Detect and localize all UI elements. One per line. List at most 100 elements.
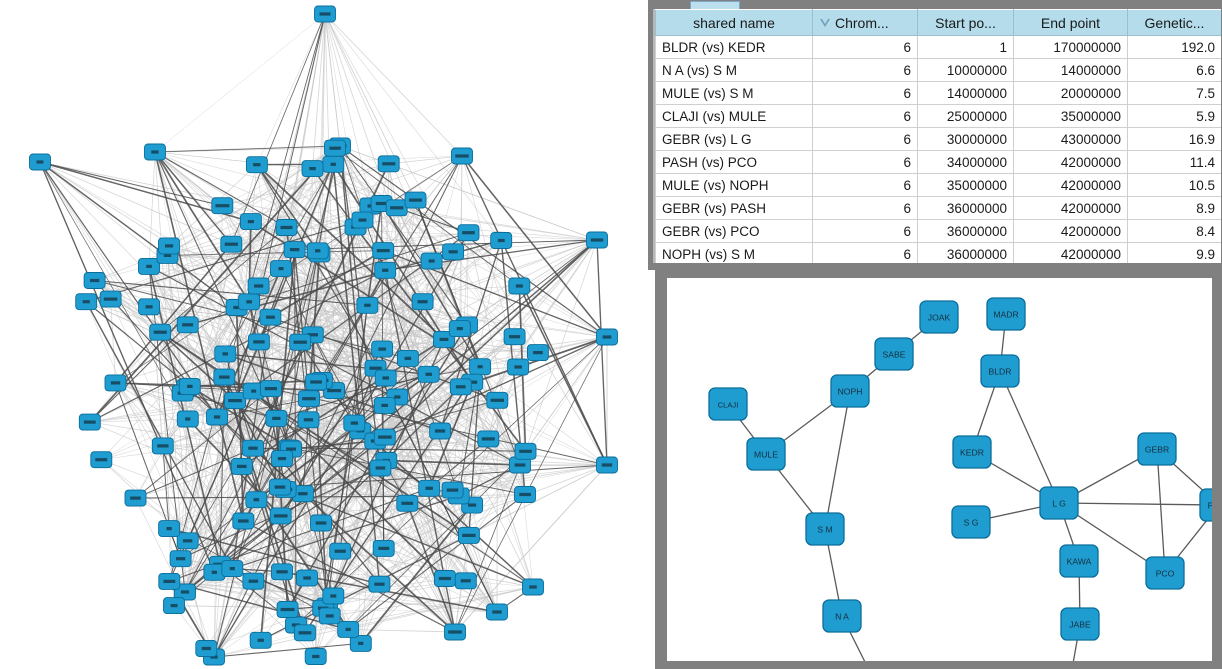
main-network-node[interactable]: [271, 563, 293, 581]
cell-end_point[interactable]: 43000000: [1013, 127, 1128, 151]
main-network-edge[interactable]: [115, 382, 335, 392]
main-network-edge[interactable]: [219, 377, 225, 565]
table-row[interactable]: GEBR (vs) PASH 6 36000000 42000000 8.9: [655, 196, 1221, 220]
main-network-node[interactable]: [138, 298, 161, 316]
main-network-node[interactable]: [514, 486, 536, 503]
main-network-node[interactable]: [486, 391, 509, 409]
main-network-edge[interactable]: [461, 155, 608, 338]
main-network-edge[interactable]: [339, 145, 608, 338]
main-network-edge[interactable]: [154, 151, 371, 207]
main-network-node[interactable]: [596, 456, 618, 474]
main-network-node[interactable]: [349, 634, 372, 652]
cell-start_point[interactable]: 36000000: [917, 219, 1014, 243]
cell-start_point[interactable]: 36000000: [917, 196, 1014, 220]
main-network-edge[interactable]: [334, 147, 520, 287]
main-network-node[interactable]: [351, 211, 374, 229]
main-network-node[interactable]: [271, 450, 293, 468]
main-network-node[interactable]: [75, 293, 98, 311]
main-network-edge[interactable]: [86, 301, 398, 398]
main-network-node[interactable]: [289, 333, 312, 351]
main-network-node[interactable]: [442, 243, 465, 261]
main-network-edge[interactable]: [94, 280, 161, 333]
cell-end_point[interactable]: 42000000: [1013, 196, 1128, 220]
main-network-edge[interactable]: [285, 488, 534, 588]
main-network-node[interactable]: [245, 156, 268, 174]
main-network-node[interactable]: [586, 231, 608, 249]
sub-network-node[interactable]: S M: [805, 512, 845, 546]
main-network-edge[interactable]: [396, 207, 598, 241]
main-network-edge[interactable]: [406, 503, 456, 633]
main-network-node[interactable]: [158, 572, 181, 590]
cell-genetic[interactable]: 10.5: [1127, 173, 1221, 197]
main-network-node[interactable]: [433, 570, 456, 587]
main-network-node[interactable]: [151, 437, 174, 455]
cell-shared_name[interactable]: NOPH (vs) S M: [655, 242, 813, 263]
main-network-edge[interactable]: [110, 298, 233, 569]
cell-shared_name[interactable]: CLAJI (vs) MULE: [655, 104, 813, 128]
column-header-genetic[interactable]: Genetic...: [1127, 9, 1221, 36]
main-network-edge[interactable]: [324, 13, 502, 241]
sub-network-node[interactable]: PCO: [1145, 556, 1185, 590]
main-network-node[interactable]: [211, 197, 234, 215]
main-network-node[interactable]: [374, 261, 397, 279]
cell-end_point[interactable]: 14000000: [1013, 58, 1128, 82]
cell-chromosome[interactable]: 6: [812, 81, 918, 105]
main-network-node[interactable]: [296, 569, 318, 587]
sub-network-node[interactable]: JABE: [1060, 607, 1100, 641]
main-network-node[interactable]: [291, 485, 314, 503]
main-network-node[interactable]: [514, 442, 537, 460]
main-network-edge[interactable]: [519, 464, 534, 588]
main-network-node[interactable]: [373, 428, 396, 446]
cell-end_point[interactable]: 170000000: [1013, 35, 1128, 59]
cell-end_point[interactable]: 42000000: [1013, 219, 1128, 243]
main-network-node[interactable]: [486, 603, 508, 621]
main-network-edge[interactable]: [319, 253, 498, 613]
cell-shared_name[interactable]: PASH (vs) PCO: [655, 150, 813, 174]
main-network-edge[interactable]: [384, 336, 515, 438]
main-network-node[interactable]: [507, 358, 530, 376]
main-network-node[interactable]: [176, 532, 199, 550]
main-network-edge[interactable]: [167, 254, 432, 262]
main-network-edge[interactable]: [169, 580, 349, 631]
main-network-edge[interactable]: [236, 232, 469, 308]
table-row[interactable]: MULE (vs) S M 6 14000000 20000000 7.5: [655, 81, 1221, 105]
cell-chromosome[interactable]: 6: [812, 196, 918, 220]
main-network-edge[interactable]: [159, 227, 287, 333]
main-network-edge[interactable]: [354, 339, 445, 424]
table-row[interactable]: GEBR (vs) PCO 6 36000000 42000000 8.4: [655, 219, 1221, 243]
column-header-shared-name[interactable]: shared name: [655, 9, 813, 36]
main-network-edge[interactable]: [468, 535, 498, 613]
main-network-node[interactable]: [242, 572, 265, 590]
main-network-edge[interactable]: [428, 438, 489, 489]
main-network-edge[interactable]: [333, 163, 608, 338]
main-network-node[interactable]: [449, 378, 472, 396]
main-network-node[interactable]: [368, 575, 391, 593]
main-network-edge[interactable]: [39, 161, 189, 420]
main-network-edge[interactable]: [386, 459, 521, 466]
main-network-edge[interactable]: [39, 161, 216, 573]
main-network-edge[interactable]: [39, 161, 237, 309]
main-network-node[interactable]: [503, 328, 526, 346]
sub-network-node-shape[interactable]: [708, 387, 748, 421]
main-network-edge[interactable]: [422, 301, 498, 613]
sub-network-edge[interactable]: [1058, 502, 1212, 506]
main-network-node[interactable]: [176, 316, 199, 334]
main-network-edge[interactable]: [269, 145, 341, 318]
main-network-edge[interactable]: [154, 145, 341, 153]
main-network-edge[interactable]: [168, 390, 255, 582]
main-network-edge[interactable]: [439, 240, 502, 432]
main-network-node[interactable]: [149, 323, 172, 341]
sub-network-node[interactable]: CLAJI: [708, 387, 748, 421]
main-network-node[interactable]: [396, 494, 419, 512]
main-network-edge[interactable]: [89, 269, 386, 423]
cell-end_point[interactable]: 20000000: [1013, 81, 1128, 105]
main-network-node[interactable]: [99, 290, 122, 308]
main-network-node[interactable]: [144, 143, 166, 161]
main-network-edge[interactable]: [159, 147, 336, 333]
main-network-node[interactable]: [314, 5, 336, 23]
cell-end_point[interactable]: 42000000: [1013, 173, 1128, 197]
sort-descending-icon[interactable]: [820, 18, 830, 27]
main-network-edge[interactable]: [324, 13, 416, 201]
main-network-node[interactable]: [203, 563, 226, 581]
main-network-node[interactable]: [206, 408, 228, 426]
